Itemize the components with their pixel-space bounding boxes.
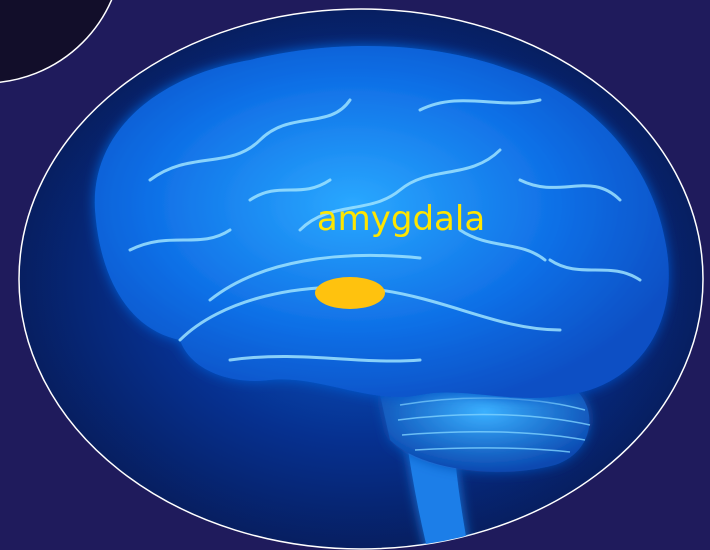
amygdala-label: amygdala: [317, 199, 485, 239]
gyri: [128, 98, 642, 363]
corner-photo: [0, 0, 113, 83]
cerebellum-folds: [397, 397, 591, 453]
brain-illustration: [94, 46, 669, 549]
amygdala-marker: [315, 277, 385, 309]
cerebrum: [94, 46, 669, 399]
